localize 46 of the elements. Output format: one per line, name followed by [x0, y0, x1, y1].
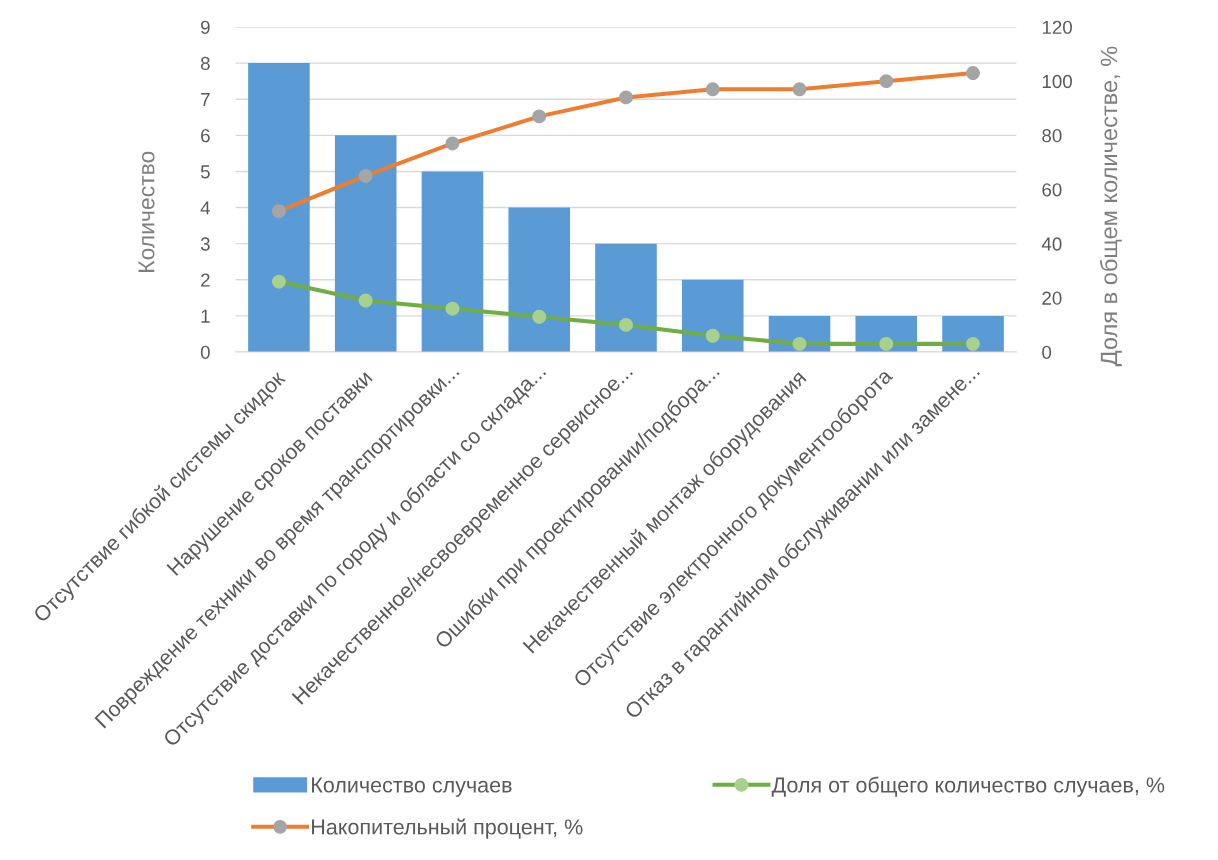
y2-tick-label: 80 [1042, 129, 1062, 143]
point [445, 136, 460, 151]
y-tick-label: 3 [200, 237, 210, 251]
y2-tick-label: 100 [1042, 74, 1072, 89]
point [619, 317, 633, 332]
y-tick-label: 0 [200, 345, 210, 359]
y-tick-label: 8 [200, 56, 210, 71]
y-tick-label: 5 [200, 165, 210, 179]
bar [248, 63, 310, 352]
y-axis-title: Количество [138, 151, 155, 272]
legend-label: Накопительный процент, % [312, 818, 583, 839]
point [966, 66, 980, 80]
bar [421, 171, 484, 352]
y-tick-label: 6 [201, 129, 210, 143]
legend-label: Количество случаев [312, 777, 512, 797]
point [445, 301, 460, 316]
point [792, 82, 807, 97]
y2-tick-label: 20 [1042, 291, 1062, 305]
y-tick-label: 7 [201, 93, 210, 107]
y2-tick-label: 0 [1042, 345, 1052, 359]
point [532, 309, 547, 324]
point [879, 74, 894, 89]
bar [508, 207, 571, 352]
point [792, 336, 807, 351]
point [358, 293, 373, 308]
point [619, 90, 633, 105]
point [966, 336, 980, 351]
bar [595, 243, 657, 352]
point [705, 328, 720, 343]
y-tick-label: 2 [201, 273, 210, 287]
bar [681, 279, 744, 352]
y-tick-label: 4 [200, 201, 211, 215]
y-tick-label: 1 [201, 309, 210, 323]
y2-tick-label: 120 [1042, 20, 1072, 34]
point [879, 336, 894, 351]
point [358, 169, 373, 183]
y2-tick-label: 60 [1042, 183, 1062, 197]
point [705, 82, 720, 97]
point [532, 109, 547, 124]
legend-label: Доля от общего количество случаев, % [771, 776, 1165, 797]
y2-axis-title: Доля в общем количестве, % [1099, 46, 1122, 367]
y-tick-label: 9 [201, 20, 210, 34]
point [272, 274, 286, 289]
point [272, 204, 286, 219]
bar [334, 135, 397, 352]
y2-tick-label: 40 [1041, 237, 1062, 251]
